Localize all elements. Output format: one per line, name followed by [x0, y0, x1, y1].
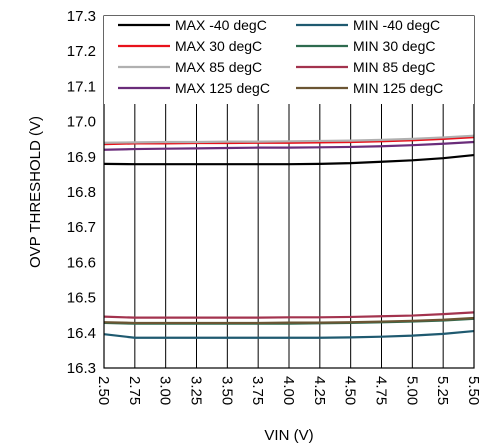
y-tick-label: 16.7: [67, 219, 96, 236]
y-tick-label: 17.0: [67, 114, 96, 131]
x-tick-label: 4.25: [311, 376, 328, 405]
series-line-min-85-degc: [103, 311, 475, 319]
legend: MAX -40 degC MIN -40 degC MAX 30 degC MIN 3…: [104, 16, 474, 104]
series-layer: [103, 134, 475, 339]
x-tick-label: 3.25: [188, 376, 205, 405]
y-tick-label: 16.8: [67, 184, 96, 201]
y-tick-label: 17.2: [67, 43, 96, 60]
x-tick-label: 3.75: [249, 376, 266, 405]
y-tick-label: 16.5: [67, 290, 96, 307]
x-tick-label: 5.50: [465, 376, 482, 405]
x-tick-label: 2.75: [126, 376, 143, 405]
y-tick-labels: 16.3 16.4 16.5 16.6 16.7 16.8 16.9 17.0 17.1 17.2…: [67, 8, 96, 377]
series-line-max-30-degc: [103, 135, 475, 146]
x-tick-label: 4.75: [373, 376, 390, 405]
legend-entry-label: MAX 30 degC: [175, 38, 262, 54]
series-line-min-125-degc: [103, 316, 475, 325]
x-tick-label: 5.00: [403, 376, 420, 405]
series-line-max-85-degc: [103, 134, 475, 144]
legend-entry-label: MIN -40 degC: [353, 17, 440, 33]
legend-entry-label: MAX 85 degC: [175, 59, 262, 75]
legend-entry-label: MAX 125 degC: [175, 80, 270, 96]
x-tick-labels: 2.50 2.75 3.00 3.25 3.50 3.75 4.00 4.25 4.50 4.75…: [95, 376, 482, 405]
y-tick-label: 17.3: [67, 8, 96, 25]
x-tick-label: 4.00: [280, 376, 297, 405]
legend-box: [104, 16, 474, 104]
legend-entry-label: MIN 85 degC: [353, 59, 435, 75]
legend-entry-label: MIN 125 degC: [353, 80, 443, 96]
y-tick-label: 16.9: [67, 149, 96, 166]
y-tick-label: 16.6: [67, 254, 96, 271]
legend-entry-label: MIN 30 degC: [353, 38, 435, 54]
x-tick-label: 2.50: [95, 376, 112, 405]
x-tick-label: 3.50: [218, 376, 235, 405]
y-tick-label: 16.4: [67, 325, 96, 342]
y-axis-title: OVP THRESHOLD (V): [27, 116, 44, 268]
x-tick-label: 5.25: [434, 376, 451, 405]
legend-entry-label: MAX -40 degC: [175, 17, 267, 33]
y-tick-label: 16.3: [67, 360, 96, 377]
series-line-max-40-degc: [103, 153, 475, 166]
x-axis-title: VIN (V): [264, 427, 313, 444]
series-line-min-40-degc: [103, 329, 475, 339]
x-tick-label: 3.00: [157, 376, 174, 405]
y-tick-label: 17.1: [67, 78, 96, 95]
x-tick-label: 4.50: [342, 376, 359, 405]
series-line-max-125-degc: [103, 140, 475, 151]
